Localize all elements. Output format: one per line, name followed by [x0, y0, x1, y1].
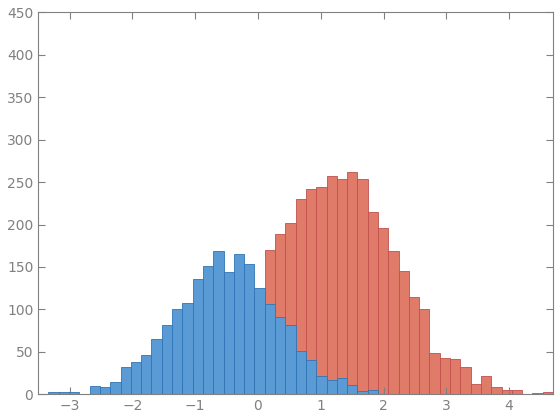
Bar — [378, 228, 388, 394]
Bar — [316, 187, 326, 394]
Bar — [286, 223, 296, 394]
Bar — [296, 351, 306, 394]
Bar — [357, 391, 368, 394]
Bar — [183, 383, 193, 394]
Bar — [265, 304, 275, 394]
Bar — [151, 390, 162, 394]
Bar — [337, 179, 347, 394]
Bar — [316, 376, 326, 394]
Bar — [399, 271, 409, 394]
Bar — [254, 288, 265, 394]
Bar — [347, 385, 357, 394]
Bar — [326, 380, 337, 394]
Bar — [275, 317, 286, 394]
Bar — [296, 199, 306, 394]
Bar — [244, 264, 254, 394]
Bar — [430, 353, 440, 394]
Bar — [100, 387, 110, 394]
Bar — [244, 315, 254, 394]
Bar — [223, 332, 234, 394]
Bar — [203, 360, 213, 394]
Bar — [357, 179, 368, 394]
Bar — [368, 212, 378, 394]
Bar — [460, 367, 470, 394]
Bar — [90, 386, 100, 394]
Bar — [326, 176, 337, 394]
Bar — [131, 391, 141, 394]
Bar — [162, 389, 172, 394]
Bar — [388, 251, 399, 394]
Bar — [213, 359, 223, 394]
Bar — [162, 326, 172, 394]
Bar — [120, 367, 131, 394]
Bar — [213, 251, 223, 394]
Bar — [368, 390, 378, 394]
Bar — [183, 302, 193, 394]
Bar — [172, 309, 183, 394]
Bar — [203, 266, 213, 394]
Bar — [275, 234, 286, 394]
Bar — [347, 172, 357, 394]
Bar — [306, 360, 316, 394]
Bar — [193, 279, 203, 394]
Bar — [131, 362, 141, 394]
Bar — [254, 296, 265, 394]
Bar — [286, 325, 296, 394]
Bar — [470, 384, 481, 394]
Bar — [151, 339, 162, 394]
Bar — [59, 393, 69, 394]
Bar — [49, 393, 59, 394]
Bar — [543, 393, 553, 394]
Bar — [141, 355, 151, 394]
Bar — [337, 378, 347, 394]
Bar — [306, 189, 316, 394]
Bar — [234, 254, 244, 394]
Bar — [502, 390, 512, 394]
Bar — [481, 376, 491, 394]
Bar — [110, 382, 120, 394]
Bar — [172, 388, 183, 394]
Bar — [512, 390, 522, 394]
Bar — [440, 358, 450, 394]
Bar — [409, 297, 419, 394]
Bar — [450, 359, 460, 394]
Bar — [193, 370, 203, 394]
Bar — [141, 391, 151, 394]
Bar — [265, 250, 275, 394]
Bar — [69, 393, 80, 394]
Bar — [234, 309, 244, 394]
Bar — [223, 272, 234, 394]
Bar — [419, 309, 430, 394]
Bar — [491, 386, 502, 394]
